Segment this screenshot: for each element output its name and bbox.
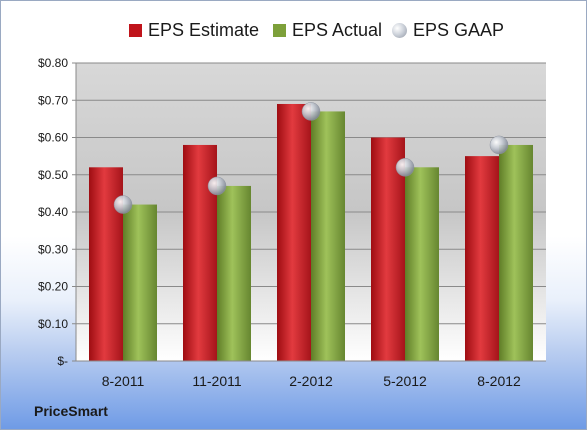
bar-eps-actual xyxy=(311,111,345,361)
bar-eps-actual xyxy=(405,167,439,361)
bar-eps-estimate xyxy=(465,156,499,361)
marker-eps-gaap xyxy=(207,176,227,196)
marker-eps-gaap xyxy=(395,158,415,177)
bar-eps-estimate xyxy=(183,144,217,361)
y-tick-label: $0.70 xyxy=(38,93,68,107)
x-tick-label: 5-2012 xyxy=(383,373,427,389)
legend-swatch-eps-estimate xyxy=(129,23,142,37)
x-tick-label: 2-2012 xyxy=(289,373,333,389)
company-label: PriceSmart xyxy=(34,403,108,419)
y-tick-label: $0.10 xyxy=(38,317,68,331)
y-tick-label: $0.20 xyxy=(38,280,68,294)
y-tick-label: $0.80 xyxy=(38,56,68,70)
y-tick-label: $- xyxy=(57,354,68,368)
legend-label-eps-gaap: EPS GAAP xyxy=(413,19,505,40)
y-tick-label: $0.50 xyxy=(38,168,68,182)
y-tick-label: $0.40 xyxy=(38,205,68,219)
x-tick-label: 11-2011 xyxy=(192,373,242,389)
bar-eps-actual xyxy=(217,185,251,361)
legend-item-eps-estimate: EPS Estimate xyxy=(129,15,259,45)
bar-eps-actual xyxy=(499,144,533,361)
legend-item-eps-gaap: EPS GAAP xyxy=(392,15,504,45)
bar-eps-actual xyxy=(123,204,157,361)
legend-swatch-eps-actual xyxy=(273,23,286,37)
chart-plot: $- $0.10 $0.20 $0.30 $0.40 $0.50 $0.60 $0.70 $0.… xyxy=(38,56,546,389)
bar-eps-estimate xyxy=(89,167,123,361)
y-tick-label: $0.30 xyxy=(38,242,68,256)
legend-label-eps-estimate: EPS Estimate xyxy=(148,19,260,40)
marker-eps-gaap xyxy=(113,195,133,214)
marker-eps-gaap xyxy=(301,102,321,121)
bar-eps-estimate xyxy=(371,137,405,361)
legend-label-eps-actual: EPS Actual xyxy=(292,19,383,40)
legend: EPS Estimate EPS Actual EPS GAAP xyxy=(1,15,586,45)
y-tick-label: $0.60 xyxy=(38,131,68,145)
x-tick-label: 8-2012 xyxy=(477,373,521,389)
x-tick-label: 8-2011 xyxy=(102,373,145,389)
bar-eps-estimate xyxy=(277,103,311,361)
legend-item-eps-actual: EPS Actual xyxy=(273,15,382,45)
marker-eps-gaap xyxy=(489,135,509,155)
legend-marker-eps-gaap xyxy=(392,22,407,38)
